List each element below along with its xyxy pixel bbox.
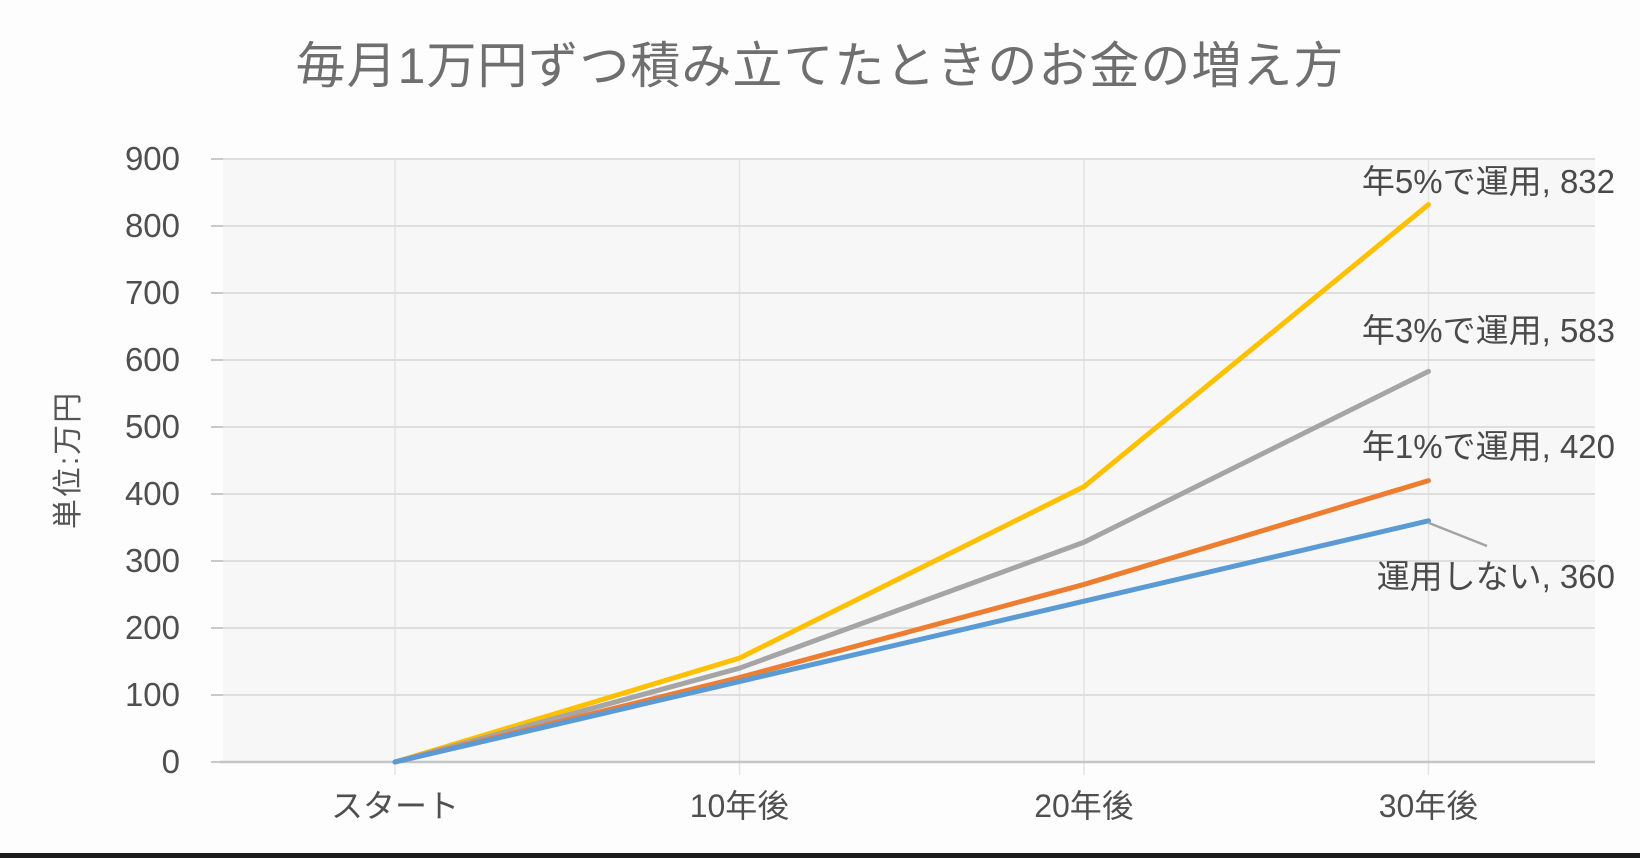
series-end-label-3: 運用しない, 360 bbox=[1376, 558, 1615, 595]
y-tick-label: 300 bbox=[124, 542, 180, 579]
x-tick-label: スタート bbox=[330, 788, 459, 824]
x-tick-label: 20年後 bbox=[1034, 788, 1134, 824]
x-tick-label: 30年後 bbox=[1378, 788, 1479, 824]
y-tick-label: 500 bbox=[124, 408, 180, 445]
x-tick-label: 10年後 bbox=[689, 788, 790, 824]
y-tick-label: 600 bbox=[124, 341, 180, 378]
y-tick-label: 0 bbox=[161, 743, 180, 780]
series-line-0 bbox=[392, 202, 1431, 765]
y-tick-label: 900 bbox=[124, 140, 180, 177]
series-end-label-1: 年3%で運用, 583 bbox=[1361, 312, 1615, 349]
plot-background bbox=[223, 159, 1595, 762]
chart-title: 毎月1万円ずつ積み立てたときのお金の増え方 bbox=[295, 38, 1345, 94]
callout-leader-line bbox=[1428, 521, 1488, 548]
y-tick-label: 700 bbox=[124, 274, 180, 311]
series-end-label-0: 年5%で運用, 832 bbox=[1361, 163, 1615, 200]
y-tick-label: 100 bbox=[124, 676, 180, 713]
series-line-3 bbox=[392, 518, 1431, 765]
y-tick-label: 400 bbox=[124, 475, 180, 512]
y-tick-label: 800 bbox=[124, 207, 180, 244]
y-tick-label: 200 bbox=[124, 609, 180, 646]
series-end-label-2: 年1%で運用, 420 bbox=[1361, 428, 1615, 465]
series-line-1 bbox=[392, 368, 1431, 765]
